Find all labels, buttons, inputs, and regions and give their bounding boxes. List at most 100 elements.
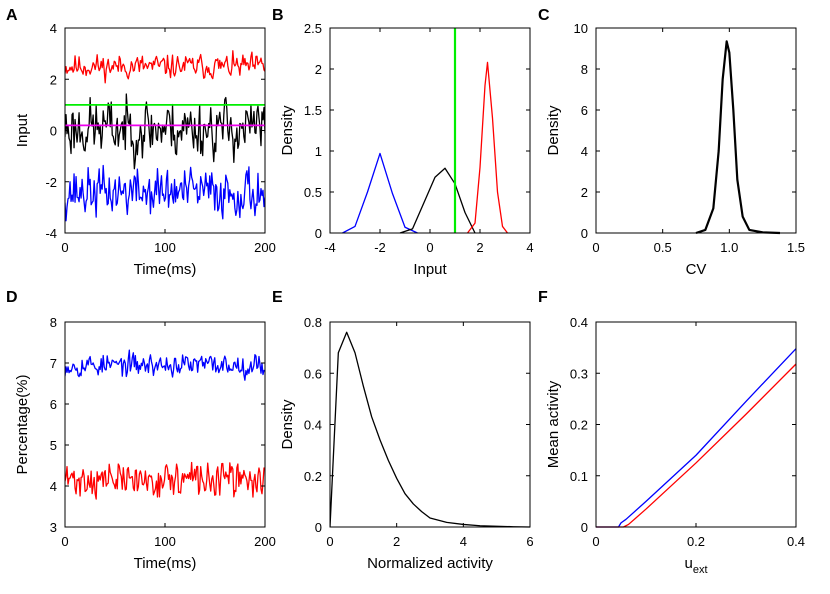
x-axis-label: Normalized activity: [367, 555, 493, 572]
axes-box: [329, 27, 531, 234]
y-tick-label: 0.4: [304, 418, 322, 433]
x-tick-label: 0.4: [787, 534, 805, 549]
y-axis-label: Density: [545, 105, 562, 156]
y-tick-label: 0.5: [304, 185, 322, 200]
y-axis-label: Mean activity: [545, 380, 562, 468]
y-tick-label: 0.4: [570, 315, 588, 330]
x-tick-label: 0: [61, 534, 68, 549]
series-red-trace: [65, 50, 265, 84]
plot-area: [330, 331, 530, 528]
x-tick-label: 0: [326, 534, 333, 549]
y-tick-label: 10: [574, 21, 588, 36]
y-tick-label: 0: [50, 124, 57, 139]
y-tick-label: 4: [50, 21, 57, 36]
y-tick-label: 0: [315, 520, 322, 535]
y-tick-label: 2: [50, 72, 57, 87]
x-tick-label: 0: [592, 534, 599, 549]
y-tick-label: 6: [581, 103, 588, 118]
y-tick-label: 0: [581, 520, 588, 535]
x-tick-label: 0: [426, 240, 433, 255]
x-tick-label: -2: [374, 240, 386, 255]
x-tick-label: -4: [324, 240, 336, 255]
series-blue-trace: [65, 164, 265, 222]
panel-a: A 0 100 200 -4 -2 0 2 4 Time(ms) Input: [6, 7, 276, 278]
y-axis-label: Density: [279, 105, 296, 156]
series-CV-density: [695, 40, 781, 235]
series-red-trace: [65, 461, 265, 500]
y-tick-label: 8: [581, 62, 588, 77]
x-tick-label: 4: [526, 240, 533, 255]
y-tick-label: 0.8: [304, 315, 322, 330]
x-tick-label: 6: [526, 534, 533, 549]
x-tick-label: 2: [393, 534, 400, 549]
plot-area: [596, 348, 796, 528]
series-activity-density: [330, 331, 530, 528]
x-axis-label: Time(ms): [134, 261, 197, 278]
panel-letter: C: [538, 7, 550, 24]
x-tick-label: 0: [61, 240, 68, 255]
series-blue-curve: [596, 348, 796, 528]
y-tick-label: 0.3: [570, 366, 588, 381]
plot-area: [65, 50, 265, 222]
y-tick-label: 2: [315, 62, 322, 77]
x-tick-label: 100: [154, 534, 176, 549]
y-tick-label: -4: [45, 226, 57, 241]
plot-area: [695, 40, 781, 235]
y-tick-label: 2: [581, 185, 588, 200]
x-tick-label: 200: [254, 534, 276, 549]
panel-b: B -4 -2 0 2 4 0 0.5 1 1.5 2 2.5 Input Density: [272, 7, 534, 278]
series-blue-density: [342, 152, 418, 234]
plot-area: [342, 28, 509, 234]
y-tick-label: 7: [50, 356, 57, 371]
y-tick-label: 1: [315, 144, 322, 159]
y-axis-label: Density: [279, 399, 296, 450]
panel-letter: A: [6, 7, 18, 24]
y-tick-label: 2.5: [304, 21, 322, 36]
x-tick-label: 0: [592, 240, 599, 255]
x-tick-label: 200: [254, 240, 276, 255]
panel-letter: E: [272, 289, 283, 306]
x-tick-label: 1.5: [787, 240, 805, 255]
x-tick-label: 0.5: [654, 240, 672, 255]
x-axis-label: Input: [413, 261, 447, 278]
panel-letter: D: [6, 289, 18, 306]
y-tick-label: -2: [45, 175, 57, 190]
axes-box: [329, 321, 531, 528]
y-tick-label: 0.2: [570, 418, 588, 433]
y-tick-label: 6: [50, 397, 57, 412]
panel-c: C 0 0.5 1.0 1.5 0 2 4 6 8 10 CV Density: [538, 7, 805, 278]
y-tick-label: 8: [50, 315, 57, 330]
y-tick-label: 0.2: [304, 469, 322, 484]
y-tick-label: 0: [581, 226, 588, 241]
x-tick-label: 2: [476, 240, 483, 255]
x-tick-label: 0.2: [687, 534, 705, 549]
x-tick-label: 100: [154, 240, 176, 255]
y-tick-label: 0.1: [570, 469, 588, 484]
axes-box: [595, 321, 797, 528]
y-tick-label: 4: [581, 144, 588, 159]
x-tick-label: 4: [460, 534, 467, 549]
panel-letter: F: [538, 289, 548, 306]
x-axis-label-subscript: ext: [693, 564, 708, 576]
x-tick-label: 1.0: [720, 240, 738, 255]
x-axis-label: uext: [684, 555, 707, 576]
y-axis-label: Input: [14, 113, 31, 147]
y-tick-label: 0.6: [304, 366, 322, 381]
panel-e: E 0 2 4 6 0 0.2 0.4 0.6 0.8 Normalized activity Den…: [272, 289, 534, 572]
y-tick-label: 1.5: [304, 103, 322, 118]
x-axis-label: Time(ms): [134, 555, 197, 572]
panel-f: F 0 0.2 0.4 0 0.1 0.2 0.3 0.4 uext Mean activity: [538, 289, 805, 576]
axes-box: [595, 27, 797, 234]
series-black-density: [399, 167, 476, 234]
y-axis-label: Percentage(%): [14, 374, 31, 474]
x-axis-label: CV: [686, 261, 707, 278]
y-tick-label: 5: [50, 438, 57, 453]
series-red-density: [466, 61, 509, 234]
series-red-curve: [596, 363, 796, 528]
y-tick-label: 0: [315, 226, 322, 241]
y-tick-label: 3: [50, 520, 57, 535]
series-blue-trace: [65, 349, 265, 381]
panel-letter: B: [272, 7, 284, 24]
y-tick-label: 4: [50, 479, 57, 494]
